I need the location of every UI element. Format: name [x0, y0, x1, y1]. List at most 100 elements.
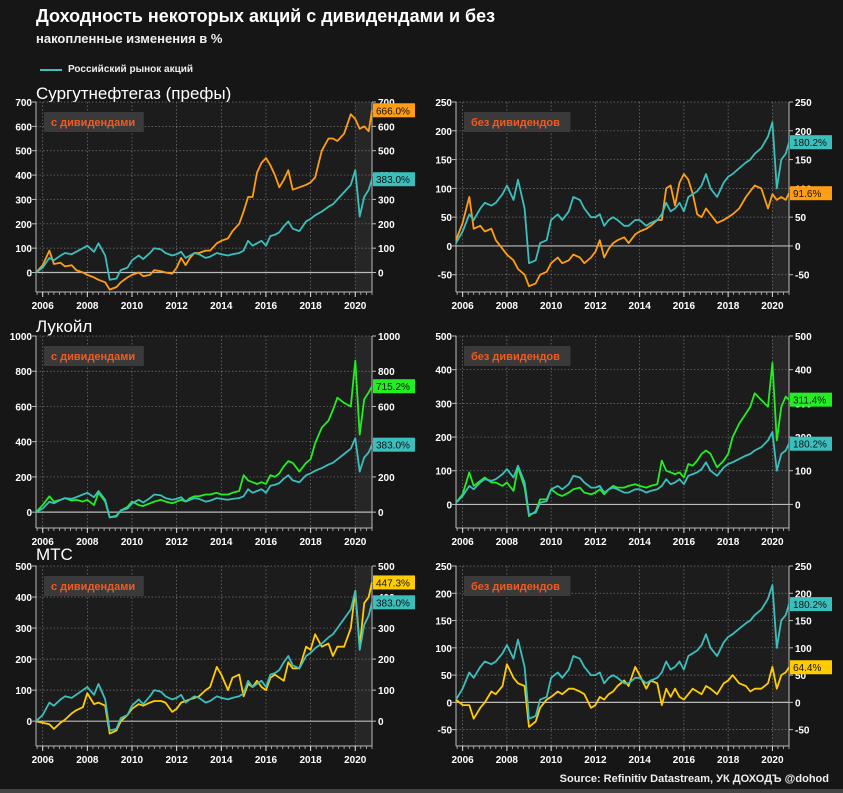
legend-label-market: Российский рынок акций: [68, 64, 194, 75]
y-tick-label-left: 250: [435, 562, 452, 573]
end-value-tag-bg: [790, 186, 832, 201]
y-tick-label-left: 600: [15, 122, 32, 133]
y-tick-label-left: 150: [435, 156, 452, 167]
y-tick-label-left: 400: [15, 593, 32, 604]
end-value-tag-text: 383.0%: [376, 175, 410, 186]
y-tick-label-right: 300: [378, 624, 395, 635]
y-tick-label-right: -50: [795, 271, 810, 282]
end-value-tag-bg: [373, 379, 415, 394]
y-tick-label-right: 200: [795, 127, 812, 138]
x-tick-label: 2006: [32, 301, 55, 312]
plot-area: [36, 102, 372, 292]
x-tick-label: 2014: [210, 301, 233, 312]
source-note: Source: Refinitiv Datastream, УК ДОХОДЪ …: [559, 773, 829, 785]
y-tick-label-right: 500: [795, 332, 812, 343]
end-value-tag-bg: [373, 103, 415, 118]
y-tick-label-right: 150: [795, 617, 812, 628]
y-tick-label-left: 400: [435, 366, 452, 377]
end-value-tag-stock: 311.4%: [790, 392, 832, 407]
panel-label: с дивидендами: [44, 576, 144, 596]
x-tick-label: 2016: [673, 537, 696, 548]
y-tick-label-left: 1000: [10, 332, 33, 343]
y-tick-label-right: 250: [795, 98, 812, 109]
x-tick-label: 2016: [673, 301, 696, 312]
y-tick-label-left: 300: [435, 399, 452, 410]
x-tick-label: 2014: [210, 537, 233, 548]
x-tick-label: 2014: [629, 537, 652, 548]
x-tick-label: 2014: [629, 755, 652, 766]
panel-label: без дивидендов: [464, 112, 571, 132]
y-tick-label-right: 0: [378, 508, 384, 519]
y-tick-label-right: 500: [378, 147, 395, 158]
y-tick-label-right: 800: [378, 367, 395, 378]
series-line-stock: [35, 359, 373, 519]
panel-label-text: с дивидендами: [51, 581, 135, 593]
y-tick-label-left: -50: [438, 726, 453, 737]
y-tick-label-right: 0: [795, 500, 801, 511]
panel-label-bg: [464, 346, 571, 366]
x-tick-label: 2008: [76, 537, 99, 548]
row-title-lukoil: Лукойл: [36, 317, 93, 336]
x-tick-label: 2012: [584, 537, 607, 548]
end-value-tag-market: 383.0%: [373, 172, 415, 187]
x-tick-label: 2020: [761, 537, 784, 548]
y-tick-label-left: 500: [15, 147, 32, 158]
chart-panel-5: -50 -50 0 0 50 50 100 100 150 150 200 200 250 250 2006…: [435, 562, 832, 766]
y-tick-label-right: 100: [378, 244, 395, 255]
panel-label: с дивидендами: [44, 346, 144, 366]
x-tick-label: 2016: [673, 755, 696, 766]
x-tick-label: 2018: [299, 301, 322, 312]
series-line-stock: [455, 663, 790, 728]
legend: Российский рынок акций: [40, 64, 193, 75]
panel-label-bg: [44, 346, 144, 366]
y-tick-label-left: 200: [15, 655, 32, 666]
end-value-tag-text: 180.2%: [793, 440, 827, 451]
y-tick-label-left: 0: [446, 698, 452, 709]
chart-panel-2: 0020020040040060060080080010001000200620…: [10, 332, 415, 548]
end-value-tag-text: 180.2%: [793, 138, 827, 149]
end-value-tag-bg: [790, 597, 832, 612]
chart-panel-3: 0010010020020030030040040050050020062008…: [435, 332, 832, 548]
y-tick-label-left: 300: [15, 624, 32, 635]
y-tick-label-right: 0: [378, 717, 384, 728]
series-line-market: [455, 121, 790, 265]
x-tick-label: 2020: [344, 755, 367, 766]
y-tick-label-left: 150: [435, 617, 452, 628]
end-value-tag-text: 447.3%: [376, 578, 410, 589]
y-tick-label-right: 300: [378, 195, 395, 206]
y-tick-label-right: 1000: [378, 332, 401, 343]
y-tick-label-right: 500: [378, 562, 395, 573]
y-tick-label-left: 250: [435, 98, 452, 109]
y-tick-label-left: 0: [446, 242, 452, 253]
y-tick-label-right: 200: [378, 473, 395, 484]
y-tick-label-left: 100: [15, 686, 32, 697]
end-value-tag-stock: 91.6%: [790, 186, 832, 201]
y-tick-label-right: 0: [378, 269, 384, 280]
end-value-tag-text: 715.2%: [376, 382, 410, 393]
y-tick-label-right: 200: [378, 655, 395, 666]
y-tick-label-right: 100: [378, 686, 395, 697]
panel-label-bg: [44, 576, 144, 596]
x-tick-label: 2020: [344, 537, 367, 548]
plot-area: [456, 336, 789, 528]
x-tick-label: 2010: [121, 537, 144, 548]
chart-panel-4: 0010010020020030030040040050050020062008…: [15, 562, 415, 766]
y-tick-label-left: 400: [15, 438, 32, 449]
x-tick-label: 2008: [496, 301, 519, 312]
x-tick-label: 2010: [540, 755, 563, 766]
end-value-tag-market: 383.0%: [373, 595, 415, 610]
y-tick-label-right: 200: [795, 589, 812, 600]
y-tick-label-right: 50: [795, 213, 807, 224]
series-line-market: [35, 169, 373, 281]
panel-label-bg: [44, 112, 144, 132]
x-tick-label: 2006: [452, 755, 475, 766]
y-tick-label-right: 100: [795, 467, 812, 478]
recent-period-shade: [772, 336, 789, 528]
y-tick-label-left: 0: [26, 508, 32, 519]
recent-period-shade: [355, 566, 372, 746]
x-tick-label: 2006: [32, 537, 55, 548]
recent-period-shade: [772, 566, 789, 746]
y-tick-label-left: 100: [435, 467, 452, 478]
y-tick-label-right: -50: [795, 726, 810, 737]
y-tick-label-left: 600: [15, 402, 32, 413]
